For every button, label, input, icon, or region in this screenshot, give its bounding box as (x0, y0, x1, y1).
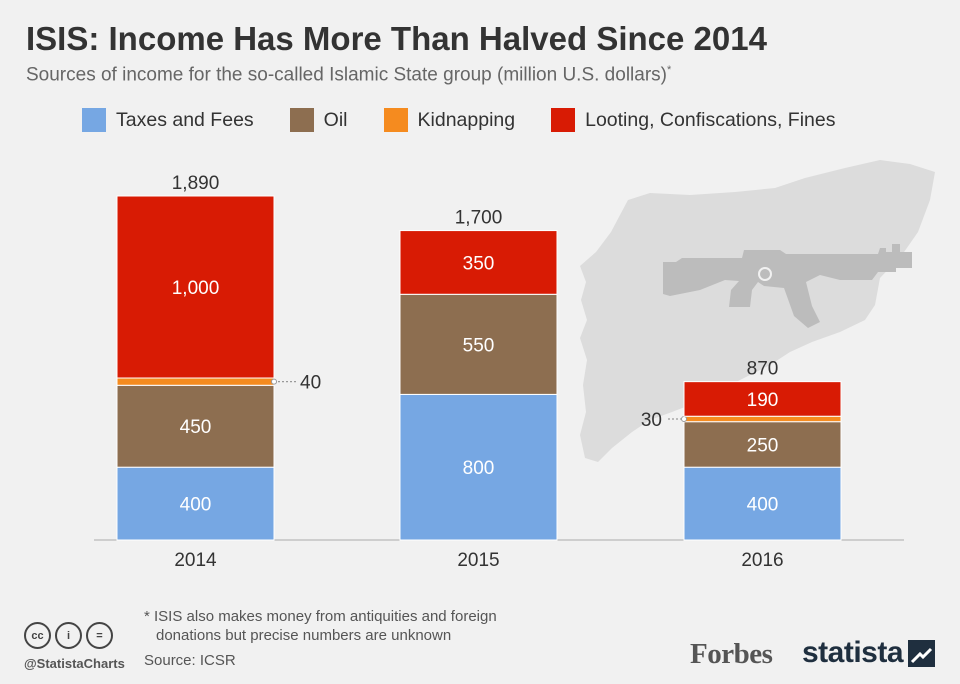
bar-segment-label: 250 (747, 435, 779, 456)
statista-logo-icon (908, 640, 935, 667)
legend-swatch-kidnapping (383, 108, 408, 132)
bar-segment-label: 400 (180, 495, 212, 516)
legend-label-taxes: Taxes and Fees (116, 108, 254, 131)
bar-segment-callout-label: 30 (641, 410, 662, 431)
legend-item-taxes: Taxes and Fees (82, 108, 254, 132)
legend-swatch-taxes (82, 108, 106, 132)
equals-icon: = (86, 622, 113, 649)
legend-item-looting: Looting, Confiscations, Fines (551, 108, 836, 132)
bar-segment (399, 230, 558, 295)
bar-segment (116, 384, 275, 468)
subtitle-footnote-mark: * (666, 64, 672, 76)
syria-map-silhouette (580, 160, 935, 462)
x-axis-tick-label: 2015 (457, 550, 499, 571)
footnote-line-1: * ISIS also makes money from antiquities… (144, 608, 497, 625)
bar-total-label: 1,700 (455, 208, 503, 229)
legend-swatch-looting (551, 108, 576, 132)
bar-segment-label: 550 (463, 335, 495, 356)
bar-segment (399, 293, 558, 395)
bar-segment-label: 450 (180, 417, 212, 438)
bar-segment-callout-label: 40 (300, 373, 321, 394)
legend-label-oil: Oil (323, 108, 348, 131)
bars-layer: 400 450 40 1,000 1,890 2014 800 550 350 1,700 2015… (116, 173, 842, 571)
bar-segment-label: 190 (747, 390, 779, 411)
legend-item-oil: Oil (289, 108, 348, 132)
bar-total-label: 870 (747, 359, 779, 380)
bar-segment-label: 350 (463, 253, 495, 274)
x-axis-tick-label: 2016 (741, 550, 783, 571)
statista-handle: @StatistaCharts (24, 656, 125, 671)
callout-dot (681, 415, 687, 422)
legend-label-looting: Looting, Confiscations, Fines (585, 108, 836, 131)
bar-segment (683, 381, 842, 417)
legend-item-kidnapping: Kidnapping (383, 108, 516, 132)
bar-segment (116, 195, 275, 379)
bar-total-label: 1,890 (172, 173, 220, 194)
statista-logo: statista (802, 636, 904, 669)
attribution-icon: i (55, 622, 82, 649)
cc-icon: cc (24, 622, 51, 649)
forbes-logo: Forbes (690, 638, 773, 670)
bar-segment (683, 415, 842, 423)
footnote: * ISIS also makes money from antiquities… (144, 607, 497, 645)
bar-segment (116, 377, 275, 386)
chart-title: ISIS: Income Has More Than Halved Since … (26, 20, 767, 57)
bar-segment (116, 466, 275, 541)
x-axis-tick-label: 2014 (174, 550, 217, 571)
bar-segment-label: 1,000 (172, 278, 220, 299)
bar-segment-label: 800 (463, 458, 495, 479)
creative-commons-icons: cc i = (24, 622, 113, 649)
footnote-line-2: donations but precise numbers are unknow… (156, 627, 452, 644)
bar-segment (683, 421, 842, 468)
legend-swatch-oil (289, 108, 314, 132)
rifle-icon (663, 244, 912, 328)
bar-segment (399, 393, 558, 541)
bar-segment-label: 400 (747, 495, 779, 516)
callout-dot (271, 378, 277, 385)
source-note: Source: ICSR (144, 652, 236, 669)
subtitle-text: Sources of income for the so-called Isla… (26, 64, 667, 86)
legend-label-kidnapping: Kidnapping (417, 108, 516, 131)
chart-subtitle: Sources of income for the so-called Isla… (26, 64, 671, 86)
bar-segment (683, 466, 842, 541)
syria-map-with-rifle-icon (580, 160, 935, 462)
chart-legend: Taxes and Fees Oil Kidnapping Looting, C… (82, 108, 872, 132)
